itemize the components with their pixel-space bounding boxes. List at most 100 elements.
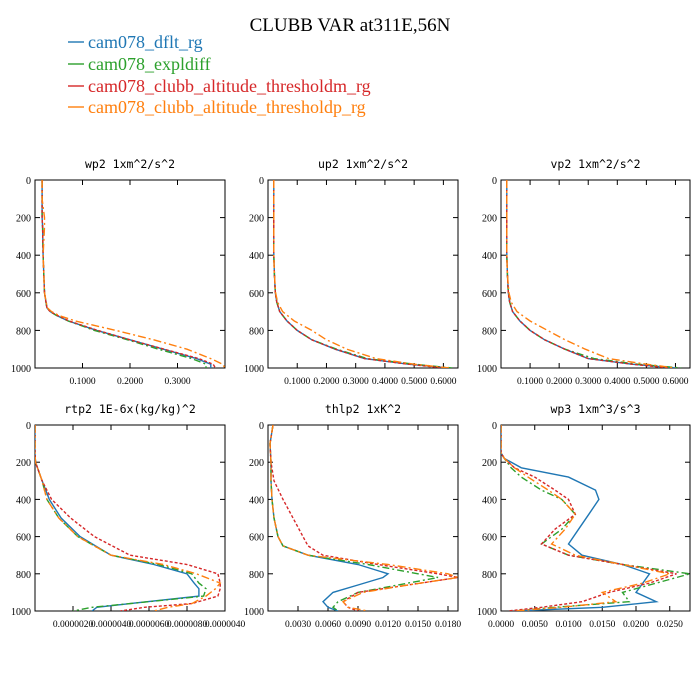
y-tick-label: 1000 — [244, 364, 264, 375]
legend-entry-0: cam078_dflt_rg — [88, 32, 203, 52]
panel-3: rtp2 1E-6x(kg/kg)^2 0 200 400 600 800 1000 0.00… — [11, 402, 245, 630]
y-tick-label: 400 — [249, 495, 264, 506]
panel-1: up2 1xm^2/s^2 0 200 400 600 800 1000 0.1000 0.20… — [244, 157, 459, 387]
y-tick-label: 800 — [16, 326, 31, 337]
x-tick-label: 0.3000 — [164, 377, 190, 387]
x-tick-label: 0.0060 — [315, 620, 341, 630]
x-tick-label: 0.2000 — [117, 377, 143, 387]
legend-entry-1: cam078_expldiff — [88, 54, 211, 74]
x-tick-label: 0.4000 — [604, 377, 630, 387]
series-line-3 — [501, 425, 673, 611]
series-line-0 — [506, 180, 676, 368]
x-tick-label: 0.5000 — [401, 377, 427, 387]
legend: cam078_dflt_rgcam078_expldiffcam078_club… — [68, 32, 371, 117]
y-tick-label: 1000 — [11, 607, 31, 618]
x-tick-label: 0.0000020 — [53, 620, 94, 630]
y-tick-label: 0 — [259, 421, 264, 432]
panel-title: thlp2 1xK^2 — [325, 402, 401, 416]
x-tick-label: 0.0100 — [555, 620, 581, 630]
x-tick-label: 0.2000 — [313, 377, 339, 387]
y-tick-label: 800 — [482, 326, 497, 337]
y-tick-label: 200 — [249, 214, 264, 225]
x-tick-label: 0.2000 — [546, 377, 572, 387]
y-tick-label: 1000 — [11, 364, 31, 375]
y-tick-label: 800 — [482, 570, 497, 581]
y-tick-label: 0 — [259, 176, 264, 187]
series-line-3 — [269, 425, 458, 611]
panel-title: vp2 1xm^2/s^2 — [550, 157, 640, 171]
y-tick-label: 600 — [249, 533, 264, 544]
x-tick-label: 0.4000 — [372, 377, 398, 387]
series-line-1 — [501, 425, 690, 611]
y-tick-label: 0 — [492, 421, 497, 432]
x-tick-label: 0.0180 — [435, 620, 461, 630]
x-tick-label: 0.0050 — [522, 620, 548, 630]
y-tick-label: 200 — [249, 458, 264, 469]
x-tick-label: 0.0000060 — [129, 620, 170, 630]
x-tick-label: 0.0000040 — [91, 620, 132, 630]
series-line-3 — [273, 180, 450, 368]
series-line-1 — [273, 180, 453, 368]
panel-title: up2 1xm^2/s^2 — [318, 157, 408, 171]
y-tick-label: 1000 — [477, 364, 497, 375]
plot-frame — [500, 424, 691, 612]
y-tick-label: 1000 — [477, 607, 497, 618]
plot-frame — [267, 424, 459, 612]
y-tick-label: 600 — [16, 533, 31, 544]
panel-title: rtp2 1E-6x(kg/kg)^2 — [64, 402, 196, 416]
x-tick-label: 0.0030 — [285, 620, 311, 630]
y-tick-label: 400 — [16, 251, 31, 262]
legend-entry-3: cam078_clubb_altitude_thresholdp_rg — [88, 97, 366, 117]
y-tick-label: 800 — [249, 570, 264, 581]
panel-5: wp3 1xm^3/s^3 0 200 400 600 800 1000 0.0000 0.00… — [477, 402, 691, 630]
y-tick-label: 600 — [16, 289, 31, 300]
y-tick-label: 400 — [482, 495, 497, 506]
x-tick-label: 0.3000 — [343, 377, 369, 387]
x-tick-label: 0.0150 — [405, 620, 431, 630]
y-tick-label: 600 — [249, 289, 264, 300]
figure-title: CLUBB VAR at311E,56N — [250, 15, 451, 36]
y-tick-label: 0 — [492, 176, 497, 187]
series-line-0 — [273, 180, 450, 368]
x-tick-label: 0.0150 — [589, 620, 615, 630]
x-tick-label: 0.0250 — [657, 620, 683, 630]
y-tick-label: 0 — [26, 176, 31, 187]
series-line-3 — [35, 425, 222, 611]
panel-title: wp2 1xm^2/s^2 — [85, 157, 175, 171]
series-line-2 — [506, 180, 670, 368]
panel-title: wp3 1xm^3/s^3 — [550, 402, 640, 416]
series-line-0 — [501, 425, 659, 611]
y-tick-label: 400 — [482, 251, 497, 262]
y-tick-label: 600 — [482, 289, 497, 300]
series-line-3 — [506, 180, 676, 368]
y-tick-label: 400 — [16, 495, 31, 506]
y-tick-label: 400 — [249, 251, 264, 262]
legend-entry-2: cam078_clubb_altitude_thresholdm_rg — [88, 76, 371, 96]
y-tick-label: 800 — [249, 326, 264, 337]
series-line-2 — [35, 425, 221, 611]
series-line-2 — [269, 425, 458, 611]
series-line-0 — [269, 425, 390, 611]
series-line-1 — [506, 180, 682, 368]
x-tick-label: 0.0200 — [623, 620, 649, 630]
x-tick-label: 0.1000 — [69, 377, 95, 387]
x-tick-label: 0.0120 — [375, 620, 401, 630]
panel-0: wp2 1xm^2/s^2 0 200 400 600 800 1000 0.1000 0.20… — [11, 157, 226, 387]
series-line-1 — [41, 180, 207, 368]
x-tick-label: 0.6000 — [430, 377, 456, 387]
y-tick-label: 0 — [26, 421, 31, 432]
y-tick-label: 200 — [16, 458, 31, 469]
x-tick-label: 0.5000 — [633, 377, 659, 387]
series-line-2 — [501, 425, 677, 611]
y-tick-label: 600 — [482, 533, 497, 544]
x-tick-label: 0.0000040 — [205, 620, 246, 630]
x-tick-label: 0.0090 — [345, 620, 371, 630]
y-tick-label: 200 — [16, 214, 31, 225]
series-line-3 — [41, 180, 225, 368]
x-tick-label: 0.1000 — [517, 377, 543, 387]
panel-4: thlp2 1xK^2 0 200 400 600 800 1000 0.0030 0.0060… — [244, 402, 461, 630]
plot-frame — [34, 424, 226, 612]
series-line-2 — [273, 180, 444, 368]
